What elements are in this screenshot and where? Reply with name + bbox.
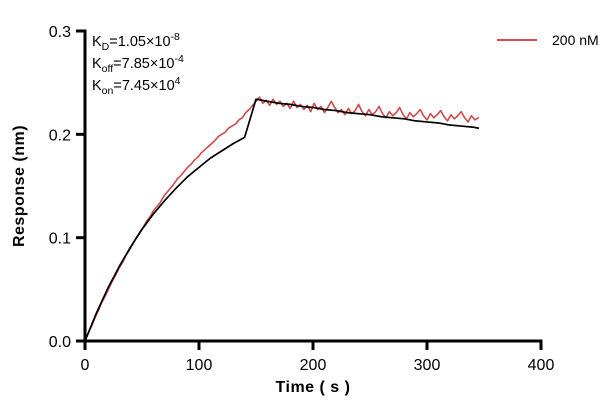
x-tick-label: 200 <box>300 357 327 374</box>
x-tick-label: 300 <box>414 357 441 374</box>
y-tick-label: 0.0 <box>49 334 71 351</box>
data-series-group <box>84 96 480 342</box>
x-axis-title: Time ( s ) <box>276 379 351 396</box>
x-axis-ticks: 0 100 200 300 400 <box>81 341 555 374</box>
kinetics-annotation-line: Kon=7.45×104 <box>92 75 181 97</box>
kinetics-annotation-line: KD=1.05×10-8 <box>92 31 180 53</box>
fitted-curve-path <box>84 98 480 342</box>
y-tick-label: 0.2 <box>49 127 71 144</box>
y-axis-ticks: 0.0 0.1 0.2 0.3 <box>49 24 85 351</box>
legend-item-label: 200 nM <box>552 32 599 48</box>
y-tick-label: 0.1 <box>49 231 71 248</box>
x-tick-label: 100 <box>186 357 213 374</box>
y-axis-title: Response (nm) <box>11 125 28 247</box>
chart-legend: 200 nM <box>497 32 599 48</box>
y-tick-label: 0.3 <box>49 24 71 41</box>
x-tick-label: 400 <box>528 357 555 374</box>
x-tick-label: 0 <box>81 357 90 374</box>
raw-data-path <box>84 96 480 342</box>
kinetics-annotation-line: Koff=7.85×10-4 <box>92 53 184 75</box>
